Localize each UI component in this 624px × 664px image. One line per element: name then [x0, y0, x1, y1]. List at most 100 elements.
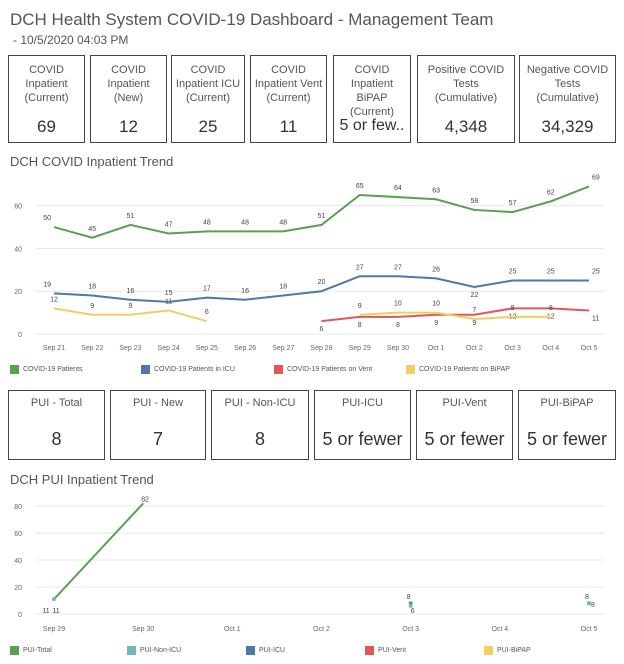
- kpi-label: PUI - New: [132, 397, 184, 409]
- legend-item[interactable]: PUI-BiPAP: [484, 646, 531, 655]
- data-label: 15: [165, 290, 173, 297]
- x-tick-label: Oct 4: [491, 626, 508, 633]
- legend-label: PUI-ICU: [259, 647, 286, 654]
- kpi-covid-inpatient-current[interactable]: COVID Inpatient (Current) 69: [8, 55, 85, 143]
- data-label: 16: [127, 288, 135, 295]
- legend-swatch: [406, 365, 415, 374]
- kpi-label: COVID Inpatient (Current): [24, 64, 69, 104]
- legend-label: PUI-Vent: [378, 647, 407, 654]
- data-label: 8: [549, 305, 553, 312]
- legend-label: COVID-19 Patients on BiPAP: [419, 366, 510, 373]
- data-label: 63: [432, 187, 440, 194]
- data-label: 6: [205, 309, 209, 316]
- data-label: 8: [511, 305, 515, 312]
- data-label: 20: [318, 279, 326, 286]
- kpi-positive-tests[interactable]: Positive COVID Tests (Cumulative) 4,348: [417, 55, 515, 143]
- data-label: 51: [127, 213, 135, 220]
- kpi-value: 12: [119, 117, 138, 136]
- legend-item[interactable]: PUI-Vent: [365, 646, 406, 655]
- data-label: 18: [279, 284, 287, 291]
- legend-label: PUI-BiPAP: [497, 647, 531, 654]
- legend-item[interactable]: COVID-19 Patients in ICU: [141, 365, 235, 374]
- kpi-value: 5 or few..: [339, 117, 405, 134]
- kpi-label: Negative COVID Tests (Cumulative): [526, 64, 609, 104]
- kpi-label: Positive COVID Tests (Cumulative): [427, 64, 505, 104]
- kpi-label: PUI - Non-ICU: [224, 397, 296, 409]
- legend-swatch: [141, 365, 150, 374]
- legend-item[interactable]: PUI-Total: [10, 646, 52, 655]
- data-label: 22: [470, 292, 478, 299]
- kpi-value: 25: [198, 117, 218, 136]
- legend-item[interactable]: COVID-19 Patients: [10, 365, 83, 374]
- kpi-label: PUI - Total: [30, 397, 83, 409]
- data-label: 82: [141, 496, 149, 503]
- x-tick-label: Oct 1: [224, 626, 241, 633]
- data-label: 9: [128, 303, 132, 310]
- x-tick-label: Oct 1: [428, 345, 445, 352]
- data-label: 17: [203, 286, 211, 293]
- x-tick-label: Sep 30: [132, 626, 154, 633]
- kpi-covid-inpatient-icu[interactable]: COVID Inpatient ICU (Current) 25: [171, 55, 245, 143]
- x-tick-label: Oct 2: [313, 626, 330, 633]
- legend-item[interactable]: COVID-19 Patients on BiPAP: [406, 365, 510, 374]
- data-label: 18: [88, 284, 96, 291]
- data-label: 7: [472, 307, 476, 314]
- data-label: 9: [358, 303, 362, 310]
- kpi-value: 5 or fewer: [526, 429, 608, 449]
- kpi-value: 69: [37, 117, 56, 136]
- kpi-pui-bipap[interactable]: PUI-BiPAP 5 or fewer: [518, 390, 616, 460]
- x-tick-label: Oct 3: [402, 626, 419, 633]
- legend-swatch: [246, 646, 255, 655]
- kpi-pui-vent[interactable]: PUI-Vent 5 or fewer: [416, 390, 513, 460]
- kpi-covid-inpatient-vent[interactable]: COVID Inpatient Vent (Current) 11: [250, 55, 327, 143]
- legend-swatch: [127, 646, 136, 655]
- kpi-value: 4,348: [444, 117, 488, 136]
- kpi-label: PUI-BiPAP: [540, 397, 594, 409]
- kpi-label: COVID Inpatient (New): [107, 64, 150, 104]
- data-label: 47: [165, 221, 173, 228]
- data-label: 8: [585, 594, 589, 601]
- x-tick-label: Sep 26: [234, 345, 256, 352]
- kpi-pui-new[interactable]: PUI - New 7: [110, 390, 206, 460]
- data-label: 9: [90, 303, 94, 310]
- kpi-pui-total[interactable]: PUI - Total 8: [8, 390, 105, 460]
- data-label: 16: [241, 288, 249, 295]
- chart1-legend: COVID-19 Patients COVID-19 Patients in I…: [0, 365, 624, 379]
- data-label: 27: [394, 264, 402, 271]
- legend-label: COVID-19 Patients: [23, 366, 83, 373]
- data-label: 26: [432, 266, 440, 273]
- kpi-pui-icu[interactable]: PUI-ICU 5 or fewer: [314, 390, 411, 460]
- x-tick-label: Sep 24: [158, 345, 180, 352]
- data-label: 48: [241, 219, 249, 226]
- legend-item[interactable]: PUI-Non-ICU: [127, 646, 181, 655]
- kpi-pui-non-icu[interactable]: PUI - Non-ICU 8: [211, 390, 309, 460]
- kpi-value: 34,329: [541, 117, 594, 136]
- data-label: 11: [42, 608, 49, 615]
- data-label: 48: [279, 219, 287, 226]
- x-tick-label: Oct 2: [466, 345, 483, 352]
- y-tick-label: 20: [14, 585, 22, 592]
- chart1-title: DCH COVID Inpatient Trend: [10, 154, 174, 169]
- data-label: 48: [203, 219, 211, 226]
- kpi-covid-inpatient-new[interactable]: COVID Inpatient (New) 12: [90, 55, 167, 143]
- data-label: 8: [407, 594, 411, 601]
- data-label: 19: [43, 281, 51, 288]
- kpi-value: 11: [279, 117, 298, 136]
- series-line: [53, 307, 208, 323]
- data-label: 45: [88, 226, 96, 233]
- data-label: 25: [547, 269, 555, 276]
- legend-item[interactable]: PUI-ICU: [246, 646, 285, 655]
- x-tick-label: Sep 28: [310, 345, 332, 352]
- data-label: 10: [432, 301, 440, 308]
- x-tick-label: Sep 23: [119, 345, 141, 352]
- kpi-value: 8: [51, 429, 62, 449]
- legend-swatch: [365, 646, 374, 655]
- kpi-label: PUI-Vent: [442, 397, 487, 409]
- y-tick-label: 0: [18, 332, 22, 339]
- data-point: [587, 601, 591, 606]
- data-label: 62: [547, 189, 555, 196]
- kpi-negative-tests[interactable]: Negative COVID Tests (Cumulative) 34,329: [519, 55, 616, 143]
- x-tick-label: Sep 27: [272, 345, 294, 352]
- legend-item[interactable]: COVID-19 Patients on Vent: [274, 365, 372, 374]
- kpi-covid-inpatient-bipap[interactable]: COVID Inpatient BiPAP (Current) 5 or few…: [333, 55, 411, 143]
